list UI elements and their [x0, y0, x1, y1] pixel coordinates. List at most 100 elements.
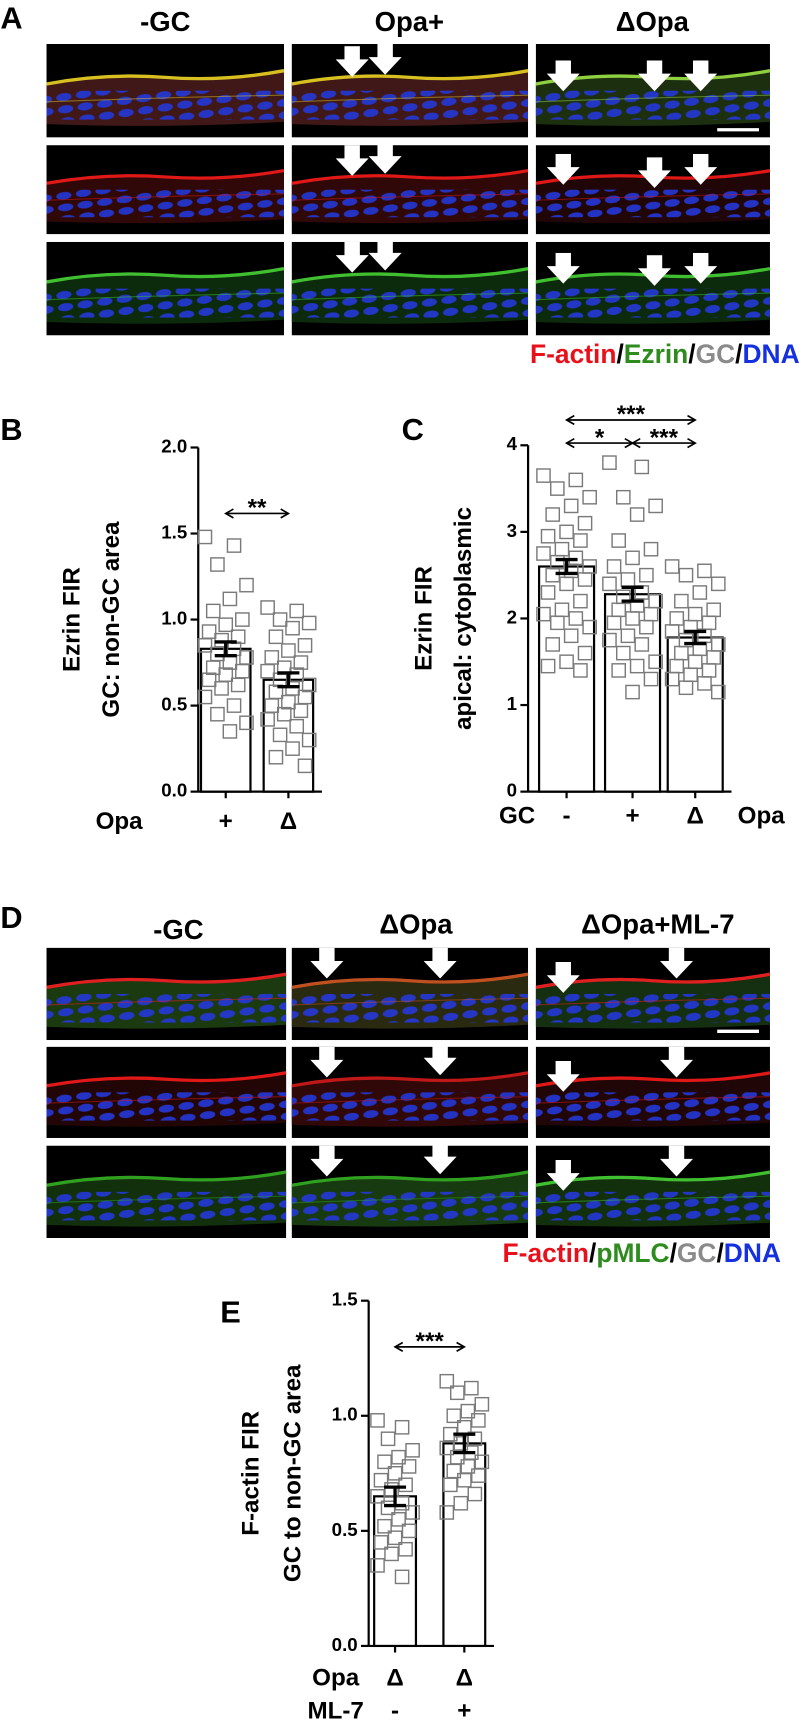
data-point	[264, 650, 280, 665]
data-point	[625, 550, 640, 566]
bar	[537, 565, 596, 793]
stain-legend: F-actin/Ezrin/GC/DNA	[530, 339, 800, 369]
x-tick-label: Δ	[456, 1664, 473, 1691]
data-point	[577, 515, 593, 531]
data-point	[550, 481, 565, 496]
data-point	[674, 593, 689, 609]
data-point	[226, 698, 242, 713]
data-point	[620, 628, 636, 644]
data-point	[639, 619, 654, 635]
data-point	[394, 1569, 410, 1585]
y-tick-label: 3	[507, 520, 517, 541]
data-point	[380, 1500, 396, 1516]
arrow-head	[687, 414, 697, 426]
data-point	[268, 749, 284, 765]
data-point	[301, 615, 317, 631]
data-point	[370, 1558, 385, 1573]
legend-entry: /	[670, 1238, 678, 1268]
data-point	[615, 645, 631, 661]
data-point	[387, 1466, 403, 1481]
error-bar	[555, 557, 578, 576]
data-point	[602, 455, 617, 470]
column-title: Opa+	[375, 6, 444, 37]
data-point	[272, 727, 288, 743]
data-point	[205, 603, 221, 619]
data-point	[573, 593, 588, 609]
data-point	[559, 576, 574, 592]
data-point	[678, 680, 694, 696]
data-point	[582, 619, 597, 635]
data-point	[710, 684, 726, 700]
arrow-head	[224, 508, 234, 519]
x-row-name: Opa	[312, 1664, 360, 1691]
data-point	[293, 655, 309, 670]
panel-letter: A	[0, 1, 22, 36]
data-point	[214, 681, 229, 696]
data-point	[697, 676, 712, 691]
data-point	[377, 1518, 392, 1534]
x-row-name: GC	[499, 802, 535, 829]
data-point	[559, 524, 574, 540]
data-point	[697, 563, 712, 579]
data-point	[387, 1530, 403, 1546]
stain-legend: F-actin/pMLC/GC/DNA	[503, 1238, 781, 1268]
data-point	[568, 611, 584, 626]
error-bar	[621, 585, 644, 603]
data-point	[464, 1380, 479, 1396]
column-title: -GC	[140, 6, 191, 37]
data-point	[239, 577, 254, 593]
data-point	[391, 1449, 406, 1465]
data-point	[573, 533, 588, 548]
column-title: ΔOpa+ML-7	[581, 908, 734, 939]
data-point	[281, 643, 296, 658]
data-point	[230, 677, 246, 693]
data-point	[391, 1512, 406, 1527]
y-tick-label: 1.5	[161, 521, 187, 542]
arrow-head	[564, 414, 575, 426]
significance-label: ***	[650, 424, 679, 451]
data-point	[401, 1459, 417, 1474]
y-axis-label: F-actin FIR	[238, 1411, 265, 1536]
data-point	[639, 567, 654, 583]
y-axis-label: Ezrin FIR	[410, 566, 437, 671]
data-point	[457, 1472, 472, 1488]
data-point	[643, 541, 659, 557]
legend-entry: GC	[677, 1238, 717, 1268]
panel-letter: B	[0, 412, 22, 447]
data-point	[442, 1477, 458, 1493]
data-point	[439, 1505, 455, 1520]
data-point	[289, 603, 305, 619]
data-point	[471, 1413, 486, 1428]
data-point	[625, 611, 640, 626]
data-point	[235, 612, 250, 627]
data-point	[439, 1440, 455, 1456]
data-point	[606, 559, 622, 574]
data-point	[573, 663, 588, 678]
data-point	[285, 620, 300, 636]
data-point	[611, 663, 627, 678]
data-point	[611, 533, 627, 548]
y-axis-label: GC to non-GC area	[279, 1364, 306, 1582]
y-tick-label: 1	[507, 693, 517, 714]
data-point	[540, 658, 556, 674]
data-point	[398, 1477, 413, 1493]
data-point	[197, 689, 213, 705]
bar	[199, 647, 252, 793]
x-tick-label: +	[457, 1697, 471, 1724]
data-point	[301, 732, 317, 748]
data-point	[540, 585, 556, 600]
y-tick-label: 0.5	[332, 1519, 358, 1540]
legend-entry: GC	[696, 339, 736, 369]
data-point	[449, 1385, 465, 1401]
error-bar	[277, 671, 300, 689]
micrographs-d	[46, 947, 770, 1239]
x-row-name: Opa	[96, 808, 144, 835]
error-bar	[214, 640, 237, 658]
data-point	[629, 658, 645, 674]
x-tick-label: -	[563, 802, 571, 829]
data-point	[281, 694, 296, 710]
data-point	[446, 1408, 462, 1424]
data-point	[577, 572, 593, 587]
data-point	[620, 572, 636, 587]
data-point	[550, 615, 565, 631]
